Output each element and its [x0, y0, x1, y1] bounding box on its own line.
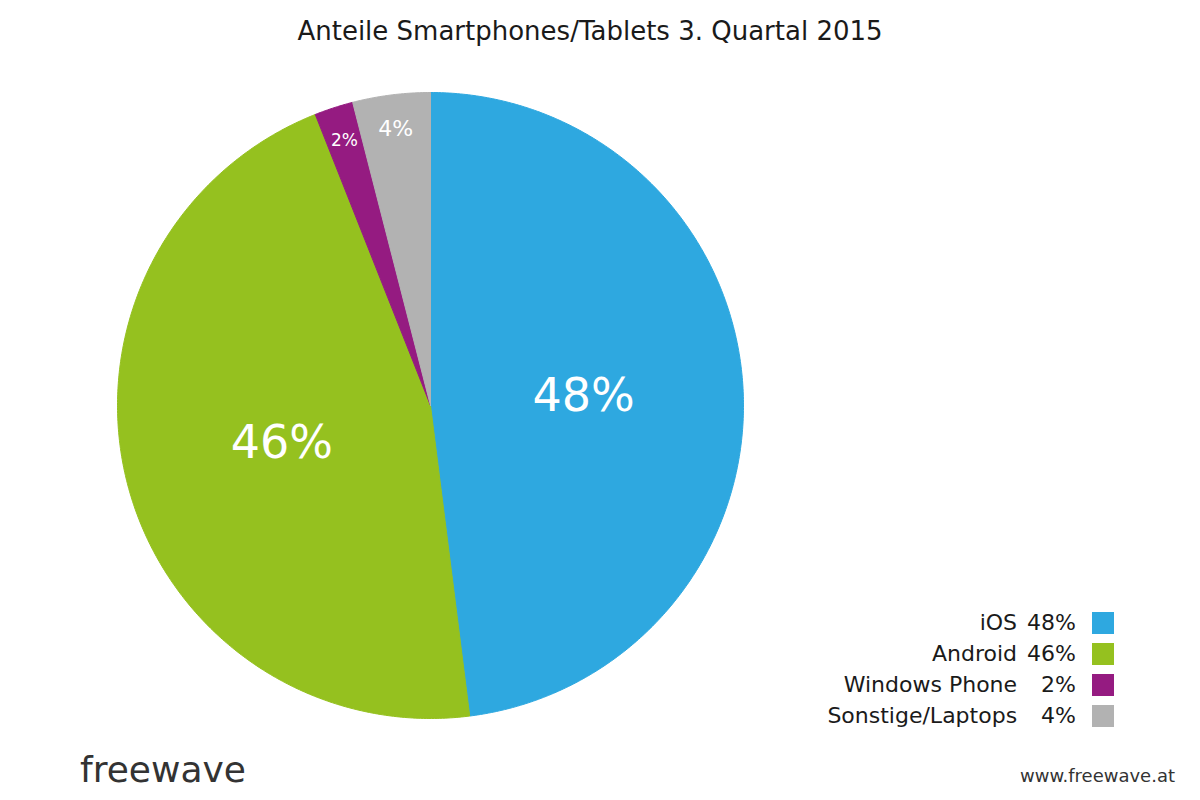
- svg-text:48%: 48%: [532, 368, 634, 422]
- html-text:Windows Phone: Windows Phone: [843, 672, 1018, 697]
- html-text:4%: 4%: [1041, 703, 1076, 728]
- html-text:46%: 46%: [1027, 641, 1076, 666]
- svg-text:2%: 2%: [331, 130, 358, 150]
- html-text:Anteile Smartphones/Tablets 3.: Anteile Smartphones/Tablets 3. Quartal 2…: [297, 16, 883, 46]
- html-text:2%: 2%: [1041, 672, 1076, 697]
- html-text:Sonstige/Laptops: Sonstige/Laptops: [827, 703, 1018, 728]
- html-text:Android: Android: [932, 641, 1018, 666]
- svg-text:4%: 4%: [378, 116, 413, 141]
- html-text:www.freewave.at: www.freewave.at: [1020, 765, 1175, 786]
- html-text:freewave: freewave: [80, 749, 246, 790]
- html-text:iOS: iOS: [979, 610, 1018, 635]
- html-text:48%: 48%: [1027, 610, 1076, 635]
- svg-text:46%: 46%: [231, 415, 333, 469]
